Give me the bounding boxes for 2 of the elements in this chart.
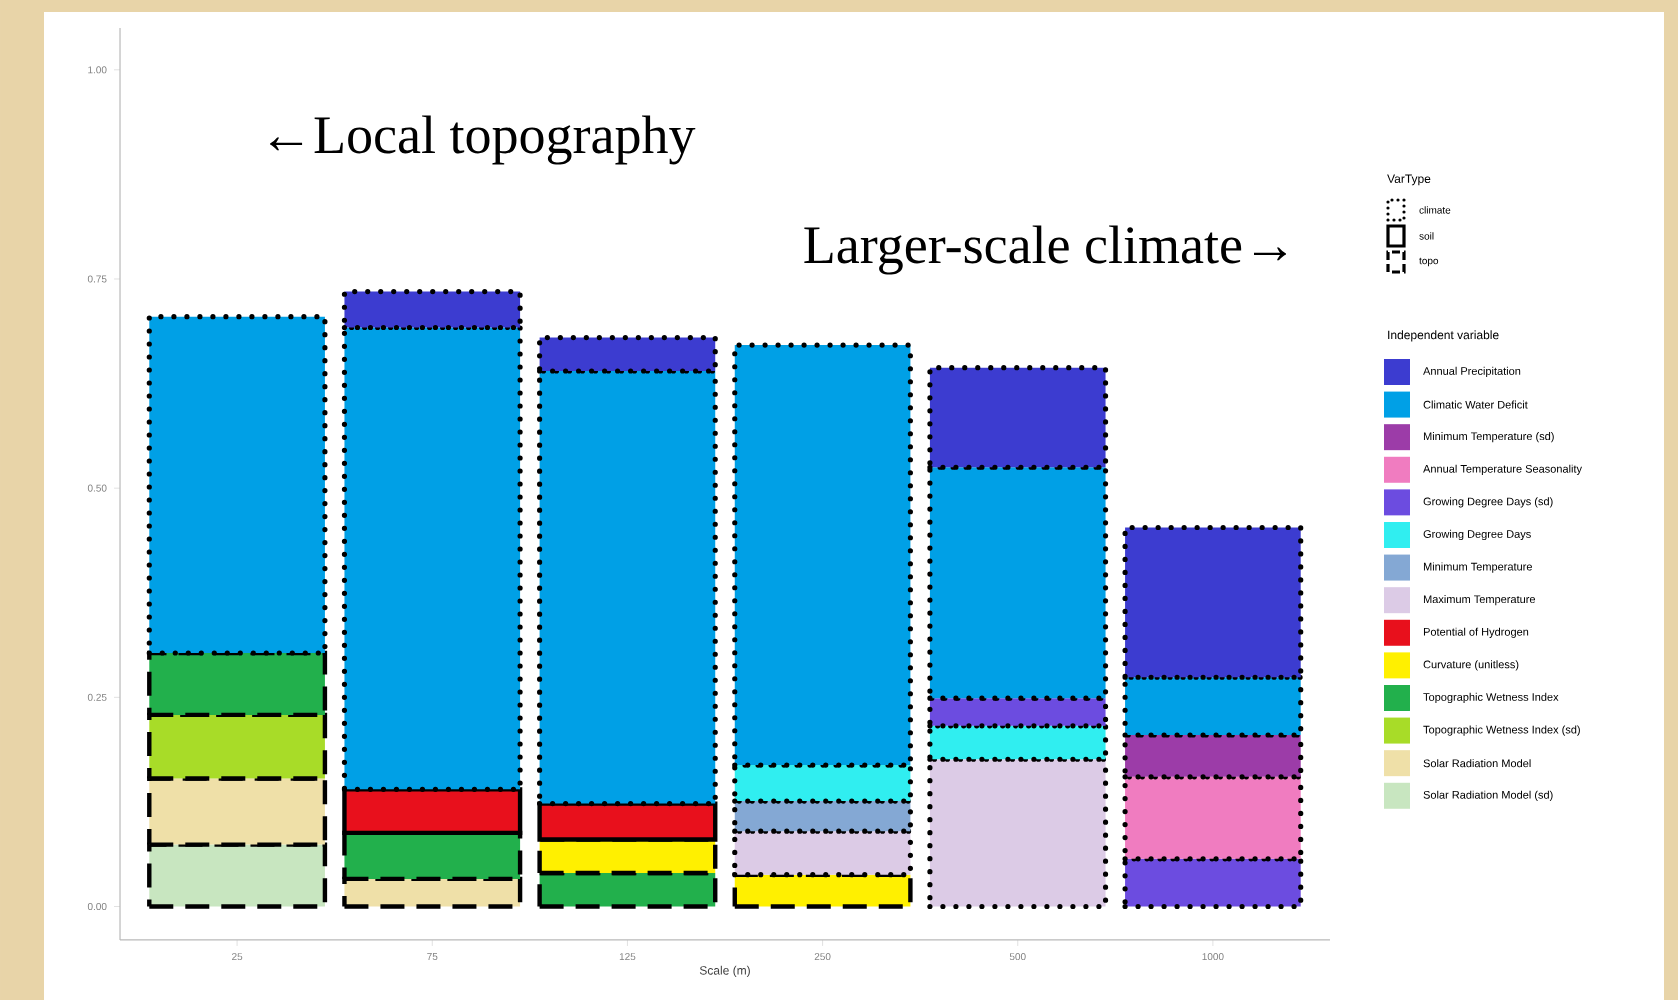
annotation: Larger-scale climate→: [804, 225, 1286, 275]
annotation: ←Local topography: [270, 115, 696, 165]
